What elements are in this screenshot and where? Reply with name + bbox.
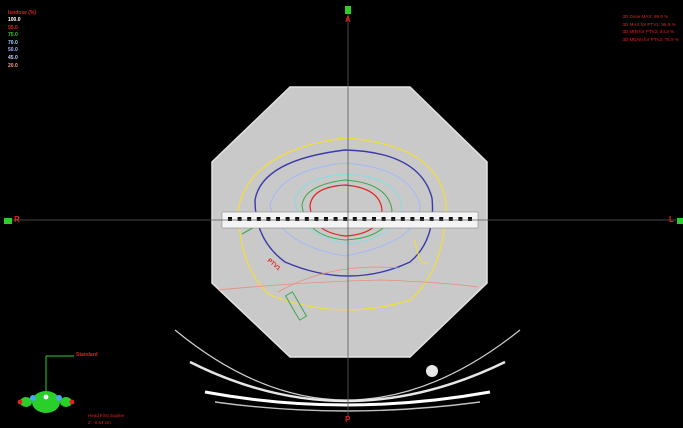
isodose-20-outer [217, 279, 479, 291]
beam-bar-dot [333, 217, 338, 221]
beam-bar-dot [372, 217, 376, 221]
isodose-level[interactable]: 75.0 [8, 32, 18, 39]
beam-bar-dot [228, 217, 232, 221]
beam-bar-dot [391, 217, 396, 221]
beam-bar-dot [304, 217, 309, 221]
beam-bar-dot [256, 217, 261, 221]
beam-bar-dot [352, 217, 357, 221]
couch-arcs [174, 329, 521, 412]
isodose-45-line [254, 149, 434, 277]
beam-bar-dot [237, 217, 242, 221]
beam-bar-dot [324, 217, 328, 221]
beam-bar-dot [285, 217, 290, 221]
isodose-level[interactable]: 20.0 [8, 62, 18, 69]
isodose-50-line [269, 162, 421, 257]
isodose-level[interactable]: 100.0 [8, 17, 21, 23]
isodose-20-line [237, 137, 447, 311]
isodose-legend-title: Isodose (%) [8, 10, 37, 16]
dose-stat-line: 3D MAX for PTV1: 99.9 % [622, 21, 676, 27]
beam-bar-dot [468, 217, 472, 221]
beam-bar-dot [276, 217, 280, 221]
beam-bar-dot [295, 217, 300, 221]
orientation-widget-label[interactable]: Standard [76, 352, 98, 358]
isodose-level[interactable]: 45.0 [8, 54, 18, 61]
isodose-95-line [309, 184, 383, 237]
dose-stat-line: 3D MEAN for PTV2: 75.9 % [622, 36, 679, 42]
beam-bar-dot [458, 217, 463, 221]
orientation-figure-icon[interactable] [17, 391, 75, 413]
beam-bar-dot [266, 217, 271, 221]
beam-bar-dot [429, 217, 434, 221]
beam-bar-dot [314, 217, 319, 221]
beam-bar-dot [381, 217, 386, 221]
dose-stat-line: 3D MIN for PTV2: 44.3 % [622, 29, 675, 34]
beam-bar-dot [400, 217, 405, 221]
isodose-level[interactable]: 70.0 [8, 39, 18, 46]
isodose-level[interactable]: 50.0 [8, 47, 18, 54]
fiducial-circle [426, 365, 438, 377]
dose-stat-line: 3D Dose MAX: 99.9 % [622, 14, 669, 19]
right-marker-handle[interactable] [4, 218, 12, 224]
patient-info: Head First Supine Z: -0.64 cm [88, 412, 124, 426]
anterior-marker-handle[interactable] [345, 6, 351, 14]
left-label: L [669, 215, 674, 224]
dose-statistics: 3D Dose MAX: 99.9 % 3D MAX for PTV1: 99.… [622, 13, 679, 43]
posterior-label: P [345, 415, 351, 424]
beam-bar-dot [439, 217, 444, 221]
beam-bar-dot [420, 217, 424, 221]
crosshair [12, 14, 676, 416]
beam-bar-dot [362, 217, 367, 221]
beam-bar-dot [410, 217, 415, 221]
right-label: R [14, 215, 20, 224]
beam-bar-dot [343, 217, 348, 221]
anterior-label: A [345, 15, 351, 24]
isodose-legend: 100.0 95.0 75.0 70.0 50.0 45.0 20.0 [8, 17, 21, 70]
left-marker-handle[interactable] [677, 218, 683, 224]
beam-bar-dot [247, 217, 252, 221]
isodose-lines [217, 137, 479, 321]
isodose-75-line [301, 179, 393, 241]
beam-bar-dot [448, 217, 453, 221]
patient-position: Head First Supine [88, 413, 125, 418]
slice-position: Z: -0.64 cm [88, 420, 111, 425]
isodose-70-line [294, 173, 403, 245]
isodose-level[interactable]: 95.0 [8, 24, 18, 31]
